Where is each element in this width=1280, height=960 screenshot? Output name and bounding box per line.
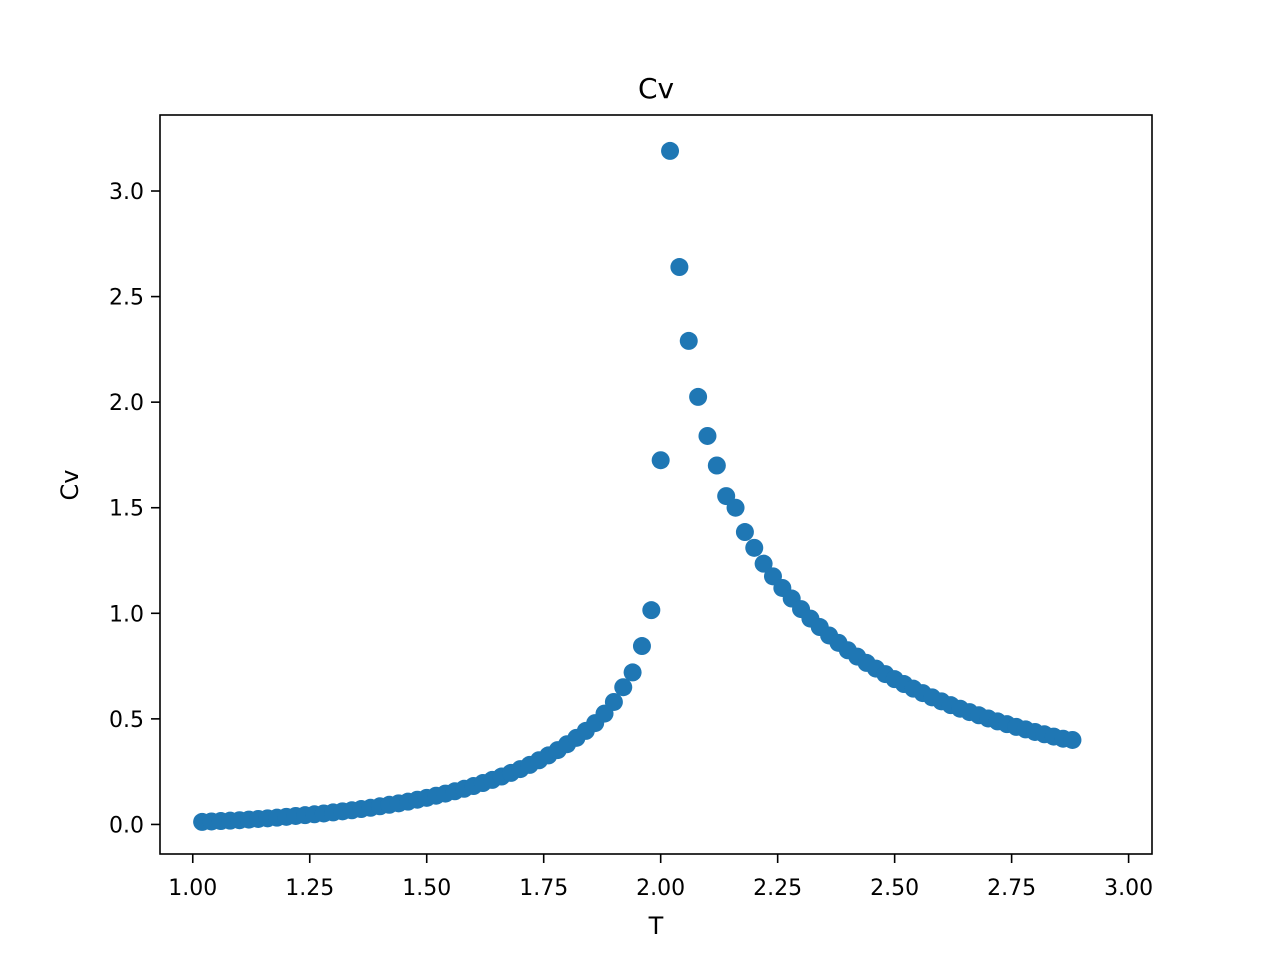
x-axis-label: T	[648, 912, 664, 940]
y-axis-label: Cv	[56, 470, 84, 501]
x-tick-label: 1.25	[285, 876, 334, 901]
data-point	[623, 663, 642, 682]
data-point	[698, 426, 717, 445]
y-tick-label: 3.0	[109, 180, 144, 205]
x-tick-label: 1.50	[402, 876, 451, 901]
data-point	[745, 538, 764, 557]
data-point	[707, 456, 726, 475]
x-tick-label: 2.75	[987, 876, 1036, 901]
y-tick-label: 0.5	[109, 708, 144, 733]
data-point	[661, 141, 680, 160]
x-tick-label: 1.00	[168, 876, 217, 901]
x-tick-label: 3.00	[1104, 876, 1153, 901]
x-axis-ticks: 1.00 1.25 1.50 1.75 2.00 2.25 2.50 2.75 3.00	[168, 854, 1153, 901]
plot-frame	[159, 114, 1153, 855]
data-point	[679, 331, 698, 350]
data-point	[651, 451, 670, 470]
data-point	[735, 523, 754, 542]
y-tick-label: 0.0	[109, 813, 144, 838]
data-points	[193, 141, 1082, 831]
y-tick-label: 1.0	[109, 602, 144, 627]
x-tick-label: 1.75	[519, 876, 568, 901]
data-point	[689, 387, 708, 406]
y-tick-label: 1.5	[109, 497, 144, 522]
y-tick-label: 2.0	[109, 391, 144, 416]
data-point	[632, 637, 651, 656]
x-tick-label: 2.50	[870, 876, 919, 901]
data-point	[754, 554, 773, 573]
data-point	[604, 692, 623, 711]
data-point	[614, 678, 633, 697]
data-point	[642, 601, 661, 620]
x-tick-label: 2.25	[753, 876, 802, 901]
data-point	[1063, 730, 1082, 749]
data-point	[726, 498, 745, 517]
y-tick-label: 2.5	[109, 286, 144, 311]
data-point	[670, 258, 689, 277]
y-axis-ticks: 0.0 0.5 1.0 1.5 2.0 2.5 3.0	[109, 180, 160, 838]
chart-title: Cv	[638, 72, 674, 105]
x-tick-label: 2.00	[636, 876, 685, 901]
